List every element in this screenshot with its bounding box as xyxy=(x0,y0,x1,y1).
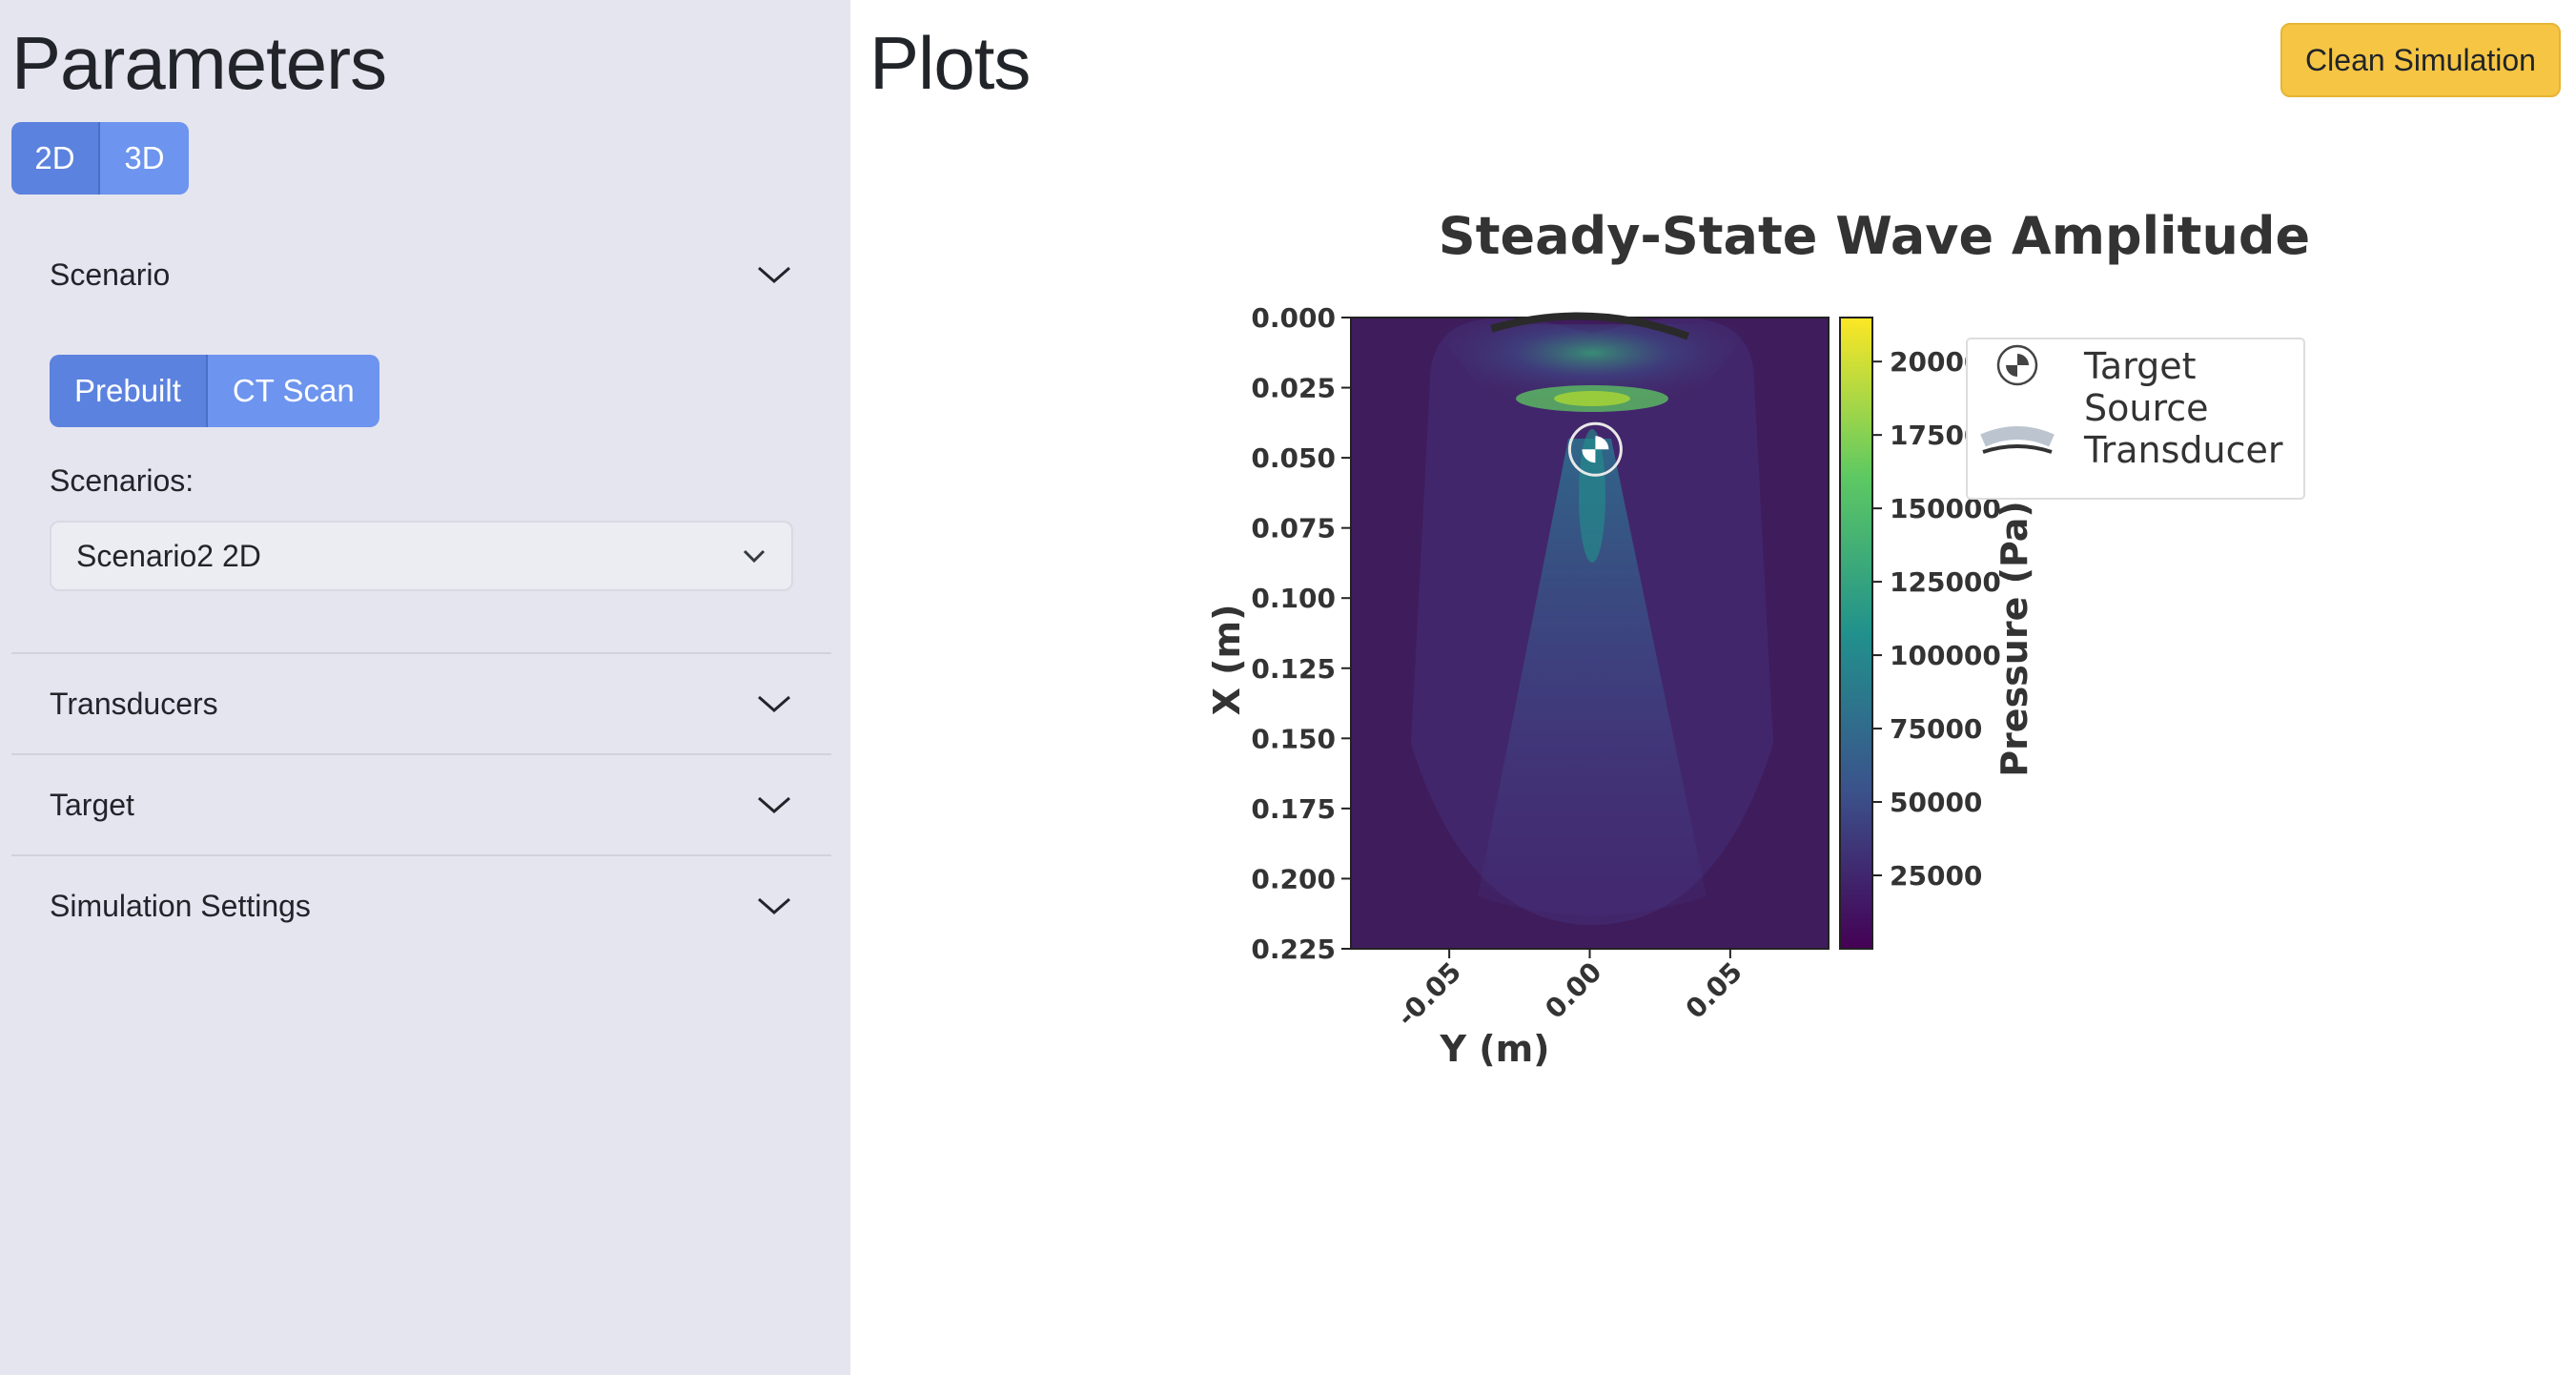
transducer-arc xyxy=(1490,312,1690,340)
section-divider xyxy=(11,854,831,856)
colorbar-tick-label: 100000 xyxy=(1890,640,2001,671)
scenarios-label: Scenarios: xyxy=(50,463,194,498)
simulation-settings-section-header[interactable]: Simulation Settings xyxy=(11,856,831,955)
simulation-settings-section-label: Simulation Settings xyxy=(50,888,311,923)
y-tick-label: 0.050 xyxy=(1251,442,1336,474)
scenario-select[interactable]: Scenario2 2D xyxy=(50,521,793,591)
scenario-section-header[interactable]: Scenario xyxy=(11,225,831,324)
transducer-legend-icon xyxy=(1980,426,2055,447)
ct-scan-button[interactable]: CT Scan xyxy=(207,355,379,427)
colorbar-tick-label: 25000 xyxy=(1890,860,1982,892)
legend-target: Target xyxy=(2083,345,2197,387)
chevron-down-icon xyxy=(758,695,790,712)
target-section-header[interactable]: Target xyxy=(11,755,831,854)
plots-title: Plots xyxy=(869,21,1031,105)
colorbar-label: Pressure (Pa) xyxy=(1993,501,2035,777)
section-divider xyxy=(11,652,831,654)
parameters-sidebar: Parameters 2D 3D Scenario Prebuilt CT Sc… xyxy=(0,0,850,1375)
dimension-toggle: 2D 3D xyxy=(11,122,189,195)
scenario-source-toggle: Prebuilt CT Scan xyxy=(50,355,379,427)
colorbar xyxy=(1839,317,1873,950)
chart-title: Steady-State Wave Amplitude xyxy=(1439,206,2310,266)
chart-marks: 0.000 0.025 0.050 0.075 0.100 0.125 0.150 0.175… xyxy=(1251,302,2000,1033)
target-legend-icon xyxy=(1996,344,2038,386)
dimension-2d-button[interactable]: 2D xyxy=(11,122,100,195)
chevron-down-icon xyxy=(758,796,790,813)
scenario-select-value: Scenario2 2D xyxy=(76,538,261,573)
sidebar-title: Parameters xyxy=(11,21,387,105)
legend: Target Source Transducer xyxy=(1966,338,2305,500)
x-axis-label: Y (m) xyxy=(1439,1028,1549,1070)
y-tick-label: 0.100 xyxy=(1251,583,1336,614)
y-tick-label: 0.125 xyxy=(1251,653,1336,685)
chevron-down-icon xyxy=(743,549,766,564)
colorbar-tick-label: 50000 xyxy=(1890,787,1982,818)
legend-source-transducer: Source Transducer xyxy=(2083,387,2283,471)
x-tick-label: -0.05 xyxy=(1391,956,1467,1033)
target-section-label: Target xyxy=(50,787,134,822)
y-tick-label: 0.025 xyxy=(1251,373,1336,404)
x-tick-label: 0.05 xyxy=(1680,956,1748,1025)
chevron-down-icon xyxy=(758,897,790,914)
section-divider xyxy=(11,753,831,755)
y-tick-label: 0.200 xyxy=(1251,863,1336,894)
transducers-section-label: Transducers xyxy=(50,686,218,721)
y-tick-label: 0.000 xyxy=(1251,302,1336,334)
heatmap-field xyxy=(1351,318,1829,949)
chevron-down-icon xyxy=(758,266,790,283)
wave-amplitude-plot: Steady-State Wave Amplitude 0.0000.0250.… xyxy=(1206,206,2310,1070)
y-tick-label: 0.150 xyxy=(1251,723,1336,754)
y-tick-label: 0.175 xyxy=(1251,793,1336,825)
scenario-section-label: Scenario xyxy=(50,257,171,292)
dimension-3d-button[interactable]: 3D xyxy=(100,122,189,195)
colorbar-tick-label: 75000 xyxy=(1890,713,1982,745)
clean-simulation-button[interactable]: Clean Simulation xyxy=(2280,23,2561,97)
y-tick-label: 0.225 xyxy=(1251,934,1336,965)
colorbar-tick-label: 125000 xyxy=(1890,566,2001,598)
target-marker xyxy=(1567,421,1623,477)
x-tick-label: 0.00 xyxy=(1539,956,1607,1025)
y-tick-label: 0.075 xyxy=(1251,513,1336,544)
y-axis-label: X (m) xyxy=(1206,605,1248,716)
transducers-section-header[interactable]: Transducers xyxy=(11,654,831,753)
prebuilt-button[interactable]: Prebuilt xyxy=(50,355,208,427)
